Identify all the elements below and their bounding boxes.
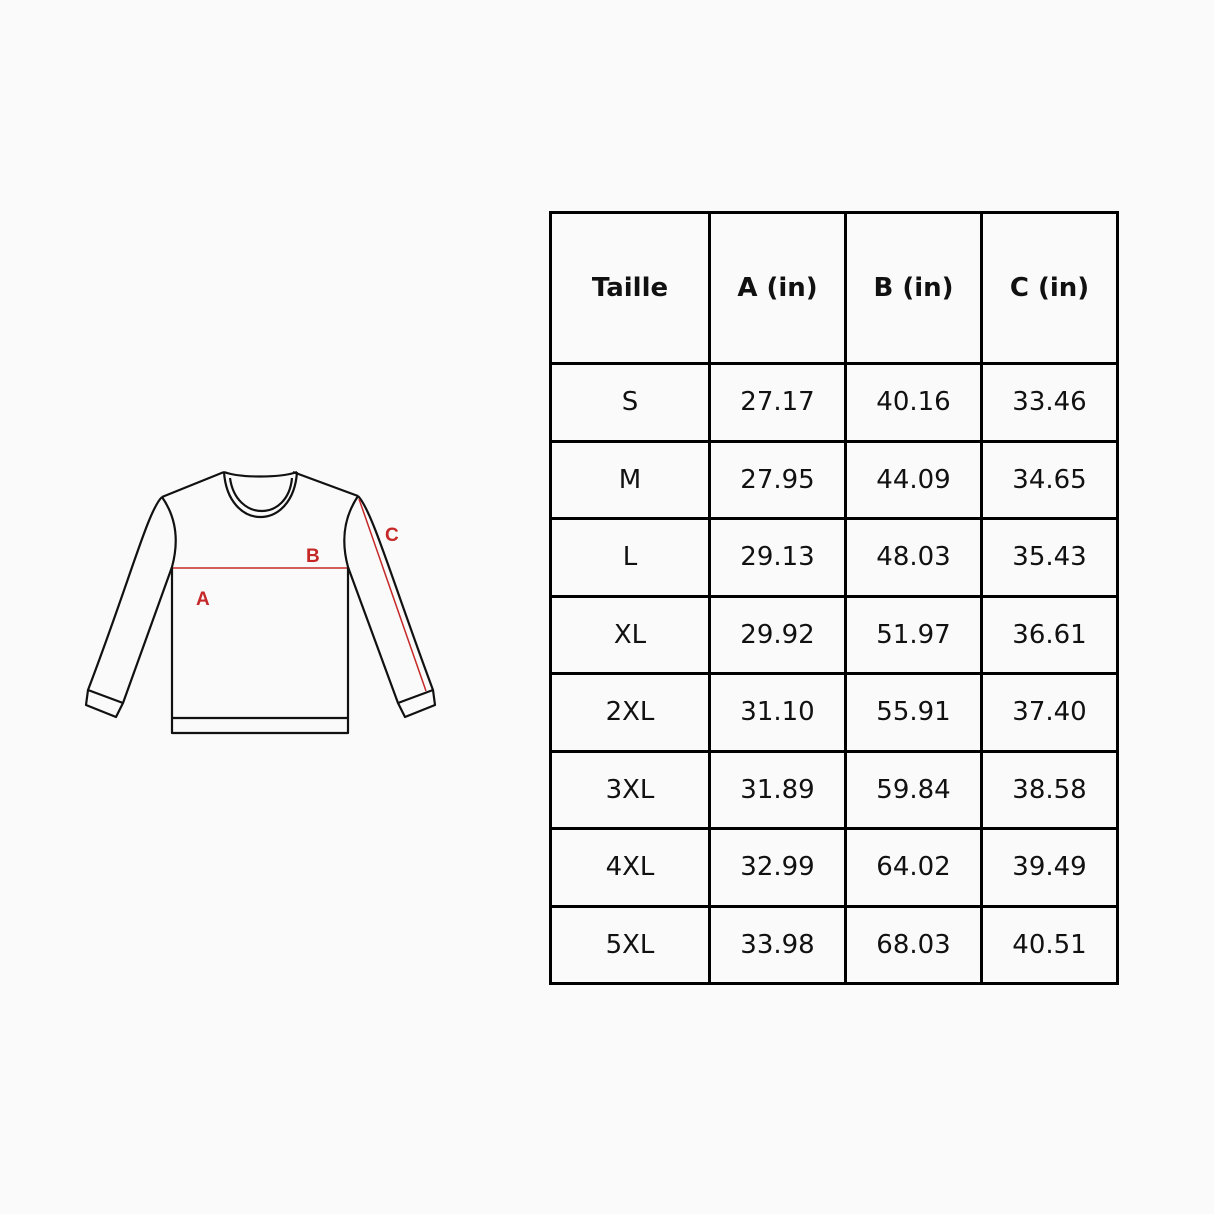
measurement-cell: 55.91	[844, 672, 983, 753]
measurement-cell: 40.51	[980, 904, 1119, 985]
measurement-cell: 29.13	[708, 517, 847, 598]
table-row: 5XL 33.98 68.03 40.51	[549, 904, 1119, 985]
measurement-cell: 44.09	[844, 439, 983, 520]
measurement-cell: 59.84	[844, 749, 983, 830]
table-row: S 27.17 40.16 33.46	[549, 362, 1119, 443]
measurement-cell: 27.17	[708, 362, 847, 443]
table-row: 3XL 31.89 59.84 38.58	[549, 749, 1119, 830]
measurement-cell: 31.10	[708, 672, 847, 753]
measurement-cell: 68.03	[844, 904, 983, 985]
measurement-cell: 37.40	[980, 672, 1119, 753]
sweater-outline	[84, 470, 437, 735]
table-row: M 27.95 44.09 34.65	[549, 439, 1119, 520]
size-cell: L	[549, 517, 711, 598]
size-cell: S	[549, 362, 711, 443]
size-cell: 4XL	[549, 827, 711, 908]
measurement-cell: 38.58	[980, 749, 1119, 830]
header-a: A (in)	[708, 211, 847, 365]
header-b: B (in)	[844, 211, 983, 365]
size-cell: XL	[549, 594, 711, 675]
table-header-row: Taille A (in) B (in) C (in)	[549, 211, 1119, 365]
table-row: 4XL 32.99 64.02 39.49	[549, 827, 1119, 908]
size-cell: 3XL	[549, 749, 711, 830]
measurement-cell: 29.92	[708, 594, 847, 675]
measurement-cell: 51.97	[844, 594, 983, 675]
label-b: B	[306, 546, 320, 567]
measurement-cell: 40.16	[844, 362, 983, 443]
measurement-cell: 31.89	[708, 749, 847, 830]
measurement-cell: 39.49	[980, 827, 1119, 908]
label-a: A	[196, 589, 210, 610]
table-row: L 29.13 48.03 35.43	[549, 517, 1119, 598]
size-cell: 2XL	[549, 672, 711, 753]
size-cell: M	[549, 439, 711, 520]
measurement-cell: 32.99	[708, 827, 847, 908]
header-size: Taille	[549, 211, 711, 365]
measure-lines	[173, 498, 427, 692]
table-row: XL 29.92 51.97 36.61	[549, 594, 1119, 675]
label-c: C	[385, 525, 399, 546]
measurement-cell: 48.03	[844, 517, 983, 598]
measurement-cell: 36.61	[980, 594, 1119, 675]
header-c: C (in)	[980, 211, 1119, 365]
measurement-cell: 33.46	[980, 362, 1119, 443]
measurement-cell: 64.02	[844, 827, 983, 908]
measurement-cell: 27.95	[708, 439, 847, 520]
measurement-cell: 35.43	[980, 517, 1119, 598]
table-row: 2XL 31.10 55.91 37.40	[549, 672, 1119, 753]
measure-line-c	[358, 498, 427, 692]
measurement-cell: 34.65	[980, 439, 1119, 520]
sweater-diagram: A B C	[84, 470, 437, 735]
measurement-cell: 33.98	[708, 904, 847, 985]
size-cell: 5XL	[549, 904, 711, 985]
size-table: Taille A (in) B (in) C (in) S 27.17 40.16 3…	[549, 211, 1119, 985]
